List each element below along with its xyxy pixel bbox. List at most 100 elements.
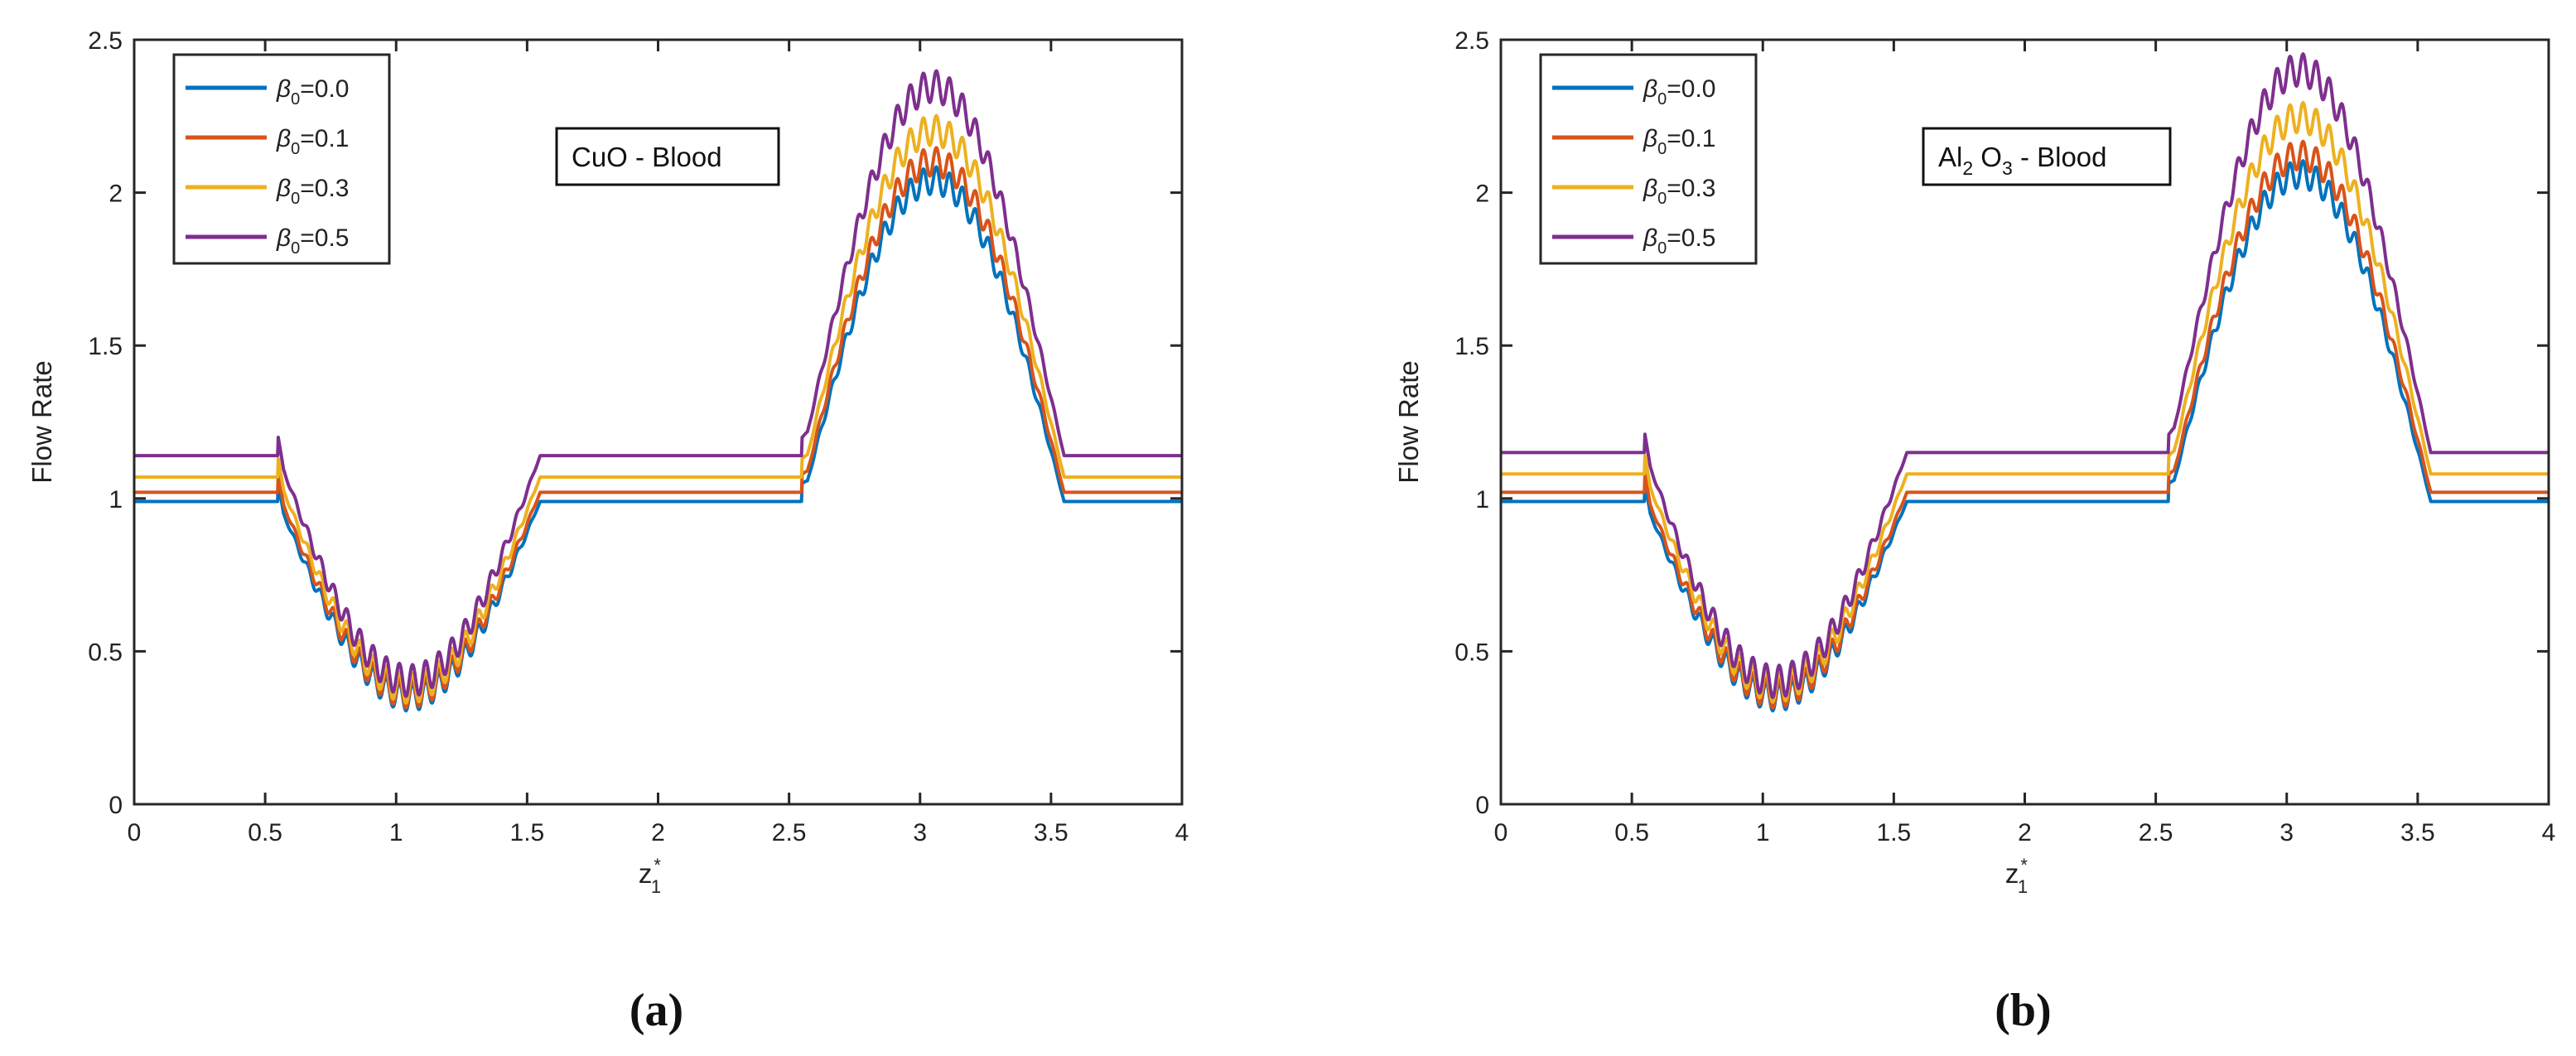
annotation-subscript: 2 [1962, 157, 1973, 179]
series-group [1499, 52, 2550, 713]
panel-b: 0 0.5 1 1.5 2 2.5 3 3.5 4 0 0.5 1 1.5 2 2.5 Flow Rate z*… [1393, 27, 2555, 1036]
legend: β0=0.0β0=0.1β0=0.3β0=0.5 [172, 53, 391, 265]
x-axis-label-sub: 1 [2018, 876, 2028, 897]
legend-symbol: β [1643, 75, 1657, 103]
x-tick-label: 2.5 [2139, 819, 2173, 846]
x-axis-label-main: z [2005, 858, 2019, 889]
x-tick-label: 0 [128, 819, 142, 846]
series-line-b5 [133, 69, 1184, 698]
y-axis-label: Flow Rate [1393, 360, 1424, 484]
x-tick-label: 2.5 [772, 819, 807, 846]
legend-value: =0.0 [300, 75, 349, 103]
legend-subscript: 0 [1657, 190, 1667, 208]
annotation: Al2​ O3​ - Blood [1922, 127, 2172, 186]
x-tick-label: 0.5 [1614, 819, 1649, 846]
legend-label-b5: β0=0.5 [1643, 224, 1716, 258]
legend-symbol: β [1643, 175, 1657, 202]
legend-value: =0.5 [300, 224, 349, 252]
y-tick-label: 0.5 [1454, 639, 1489, 666]
y-tick-label: 0 [109, 792, 123, 819]
legend-symbol: β [1643, 224, 1657, 252]
annotation-subscript: 3 [2002, 157, 2013, 179]
series-line-b3 [1499, 100, 2550, 704]
legend-value: =0.1 [300, 125, 349, 152]
x-tick-label: 3.5 [2400, 819, 2435, 846]
series-line-b1 [1499, 139, 2550, 710]
series-line-b3 [133, 113, 1184, 705]
legend-symbol: β [276, 75, 291, 103]
annotation-box [555, 127, 780, 186]
series-line-b0 [133, 165, 1184, 713]
legend-subscript: 0 [1657, 90, 1667, 108]
y-tick-label: 1.5 [1454, 333, 1489, 360]
x-axis-label: z* 1 [2005, 855, 2028, 897]
legend-symbol: β [276, 224, 291, 252]
legend-subscript: 0 [291, 90, 300, 108]
legend-value: =0.3 [300, 175, 349, 202]
legend-label-b3: β0=0.3 [1643, 175, 1716, 208]
x-tick-label: 0 [1494, 819, 1508, 846]
legend-label-b0: β0=0.0 [1643, 75, 1716, 108]
y-axis-label: Flow Rate [27, 360, 57, 484]
x-tick-label: 3 [913, 819, 927, 846]
x-axis-label-sup: * [2020, 855, 2028, 875]
x-tick-label: 0.5 [248, 819, 282, 846]
legend-label-b1: β0=0.1 [1643, 125, 1716, 158]
y-tick-label: 2 [109, 181, 123, 208]
panel-caption: (b) [1995, 985, 2051, 1036]
y-tick-label: 2 [1475, 181, 1489, 208]
x-tick-label: 4 [1175, 819, 1189, 846]
legend-label-b3: β0=0.3 [276, 175, 350, 208]
series-group [133, 69, 1184, 713]
legend-label-b1: β0=0.1 [276, 125, 350, 158]
x-tick-label: 1 [389, 819, 403, 846]
series-line-b5 [1499, 52, 2550, 700]
annotation-text: CuO - Blood [572, 142, 722, 172]
panel-caption: (a) [630, 985, 683, 1036]
legend-subscript: 0 [1657, 239, 1667, 258]
series-line-b0 [1499, 159, 2550, 713]
legend-subscript: 0 [291, 190, 300, 208]
x-axis-label-sub: 1 [651, 876, 661, 897]
x-tick-label: 3.5 [1034, 819, 1069, 846]
x-tick-label: 1 [1756, 819, 1770, 846]
legend-value: =0.5 [1667, 224, 1715, 252]
legend-label-b0: β0=0.0 [276, 75, 350, 108]
legend: β0=0.0β0=0.1β0=0.3β0=0.5 [1539, 53, 1758, 265]
legend-value: =0.3 [1667, 175, 1715, 202]
x-tick-label: 1.5 [1877, 819, 1912, 846]
y-tick-label: 0.5 [88, 639, 123, 666]
legend-symbol: β [276, 125, 291, 152]
x-tick-label: 1.5 [510, 819, 545, 846]
x-tick-label: 2 [651, 819, 665, 846]
x-tick-label: 4 [2542, 819, 2556, 846]
legend-value: =0.0 [1667, 75, 1715, 103]
x-axis-label-sup: * [654, 855, 661, 875]
annotation-text: Al2​ O3​ - Blood [1938, 142, 2107, 179]
annotation-part: O [1973, 142, 2002, 172]
legend-subscript: 0 [1657, 140, 1667, 158]
y-tick-label: 1 [1475, 486, 1489, 514]
x-axis-label: z* 1 [639, 855, 662, 897]
y-tick-label: 1.5 [88, 333, 123, 360]
legend-value: =0.1 [1667, 125, 1715, 152]
panel-a: 0 0.5 1 1.5 2 2.5 3 3.5 4 0 0.5 1 1.5 2 2.5 Flow Rate z*… [27, 27, 1189, 1036]
annotation-part: CuO - Blood [572, 142, 722, 172]
legend-symbol: β [1643, 125, 1657, 152]
annotation-part: - Blood [2013, 142, 2107, 172]
series-line-b1 [133, 146, 1184, 710]
legend-symbol: β [276, 175, 291, 202]
x-tick-label: 2 [2018, 819, 2032, 846]
x-axis-label-main: z [639, 858, 653, 889]
y-tick-label: 1 [109, 486, 123, 514]
annotation-box [1922, 127, 2172, 186]
y-tick-label: 0 [1475, 792, 1489, 819]
legend-label-b5: β0=0.5 [276, 224, 350, 258]
y-tick-label: 2.5 [1454, 27, 1489, 55]
annotation: CuO - Blood [555, 127, 780, 186]
annotation-part: Al [1938, 142, 1962, 172]
x-tick-label: 3 [2279, 819, 2294, 846]
legend-subscript: 0 [291, 140, 300, 158]
legend-subscript: 0 [291, 239, 300, 258]
